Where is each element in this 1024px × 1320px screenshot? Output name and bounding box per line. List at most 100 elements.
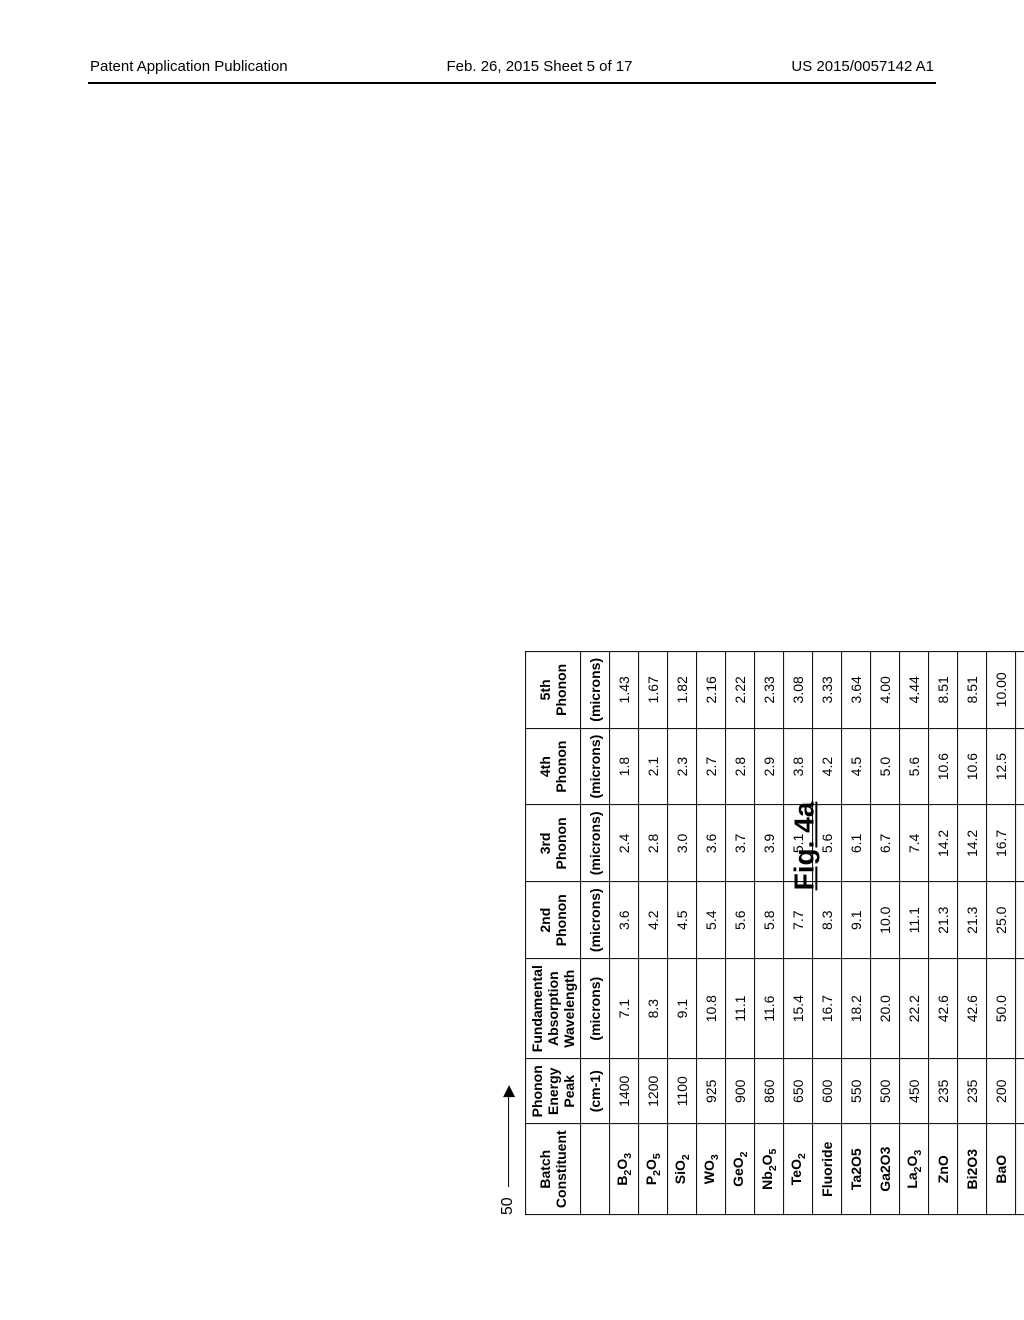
table-row: P2O512008.34.22.82.11.67 [639,651,668,1214]
unit-col6: (microns) [581,651,610,728]
data-cell: 2.3 [668,728,697,805]
constituent-cell: Fluoride [813,1124,842,1215]
col-header-phonon-peak: Phonon Energy Peak [526,1059,581,1124]
data-cell: 16.7 [987,805,1016,882]
data-cell: 4.2 [813,728,842,805]
data-cell: 2.8 [726,728,755,805]
table-body: B2O314007.13.62.41.81.43P2O512008.34.22.… [610,651,1024,1214]
data-cell: 235 [958,1059,987,1124]
data-cell: 4.2 [639,882,668,959]
data-cell: 450 [900,1059,929,1124]
data-cell: 2.22 [726,651,755,728]
data-cell: 860 [755,1059,784,1124]
reference-arrow: 50 [499,651,517,1215]
col-header-fundamental: Fundamental Absorption Wavelength [526,959,581,1059]
data-cell: 11.6 [755,959,784,1059]
data-cell: 10.6 [929,728,958,805]
data-cell: 1.8 [610,728,639,805]
data-cell: 21.3 [958,882,987,959]
data-cell: 9.1 [842,882,871,959]
constituent-cell: La2O3 [900,1124,929,1215]
data-cell: 200 [987,1059,1016,1124]
table-row: Bi2O323542.621.314.210.68.51 [958,651,987,1214]
data-cell: 16.7 [813,959,842,1059]
data-cell: 4.44 [900,651,929,728]
data-cell: 5.0 [871,728,900,805]
data-cell: 8.51 [958,651,987,728]
data-cell: 3.9 [755,805,784,882]
constituent-cell: Bi2O3 [958,1124,987,1215]
header-rule [88,82,936,84]
data-cell: 3.7 [726,805,755,882]
unit-col3: (microns) [581,882,610,959]
unit-col4: (microns) [581,805,610,882]
table-row: PbO18055.627.818.513.911.11 [1016,651,1024,1214]
data-cell: 925 [697,1059,726,1124]
data-cell: 3.64 [842,651,871,728]
data-cell: 1100 [668,1059,697,1124]
data-cell: 18.5 [1016,805,1024,882]
arrow-head-icon [503,1085,515,1097]
data-cell: 2.9 [755,728,784,805]
table-row: ZnO23542.621.314.210.68.51 [929,651,958,1214]
constituent-cell: Nb2O5 [755,1124,784,1215]
data-cell: 55.6 [1016,959,1024,1059]
data-cell: 10.8 [697,959,726,1059]
data-cell: 20.0 [871,959,900,1059]
constituent-cell: GeO2 [726,1124,755,1215]
reference-number: 50 [499,1197,517,1215]
data-cell: 5.6 [726,882,755,959]
table-unit-row: (cm-1) (microns) (microns) (microns) (mi… [581,651,610,1214]
constituent-cell: B2O3 [610,1124,639,1215]
data-cell: 2.16 [697,651,726,728]
table-row: Ta2O555018.29.16.14.53.64 [842,651,871,1214]
table-row: La2O345022.211.17.45.64.44 [900,651,929,1214]
data-cell: 900 [726,1059,755,1124]
rotated-content: 50 Batch Constituent Phonon Energy Peak … [499,651,1024,1215]
page-header: Patent Application Publication Feb. 26, … [0,58,1024,75]
constituent-cell: TeO2 [784,1124,813,1215]
table-row: BaO20050.025.016.712.510.00 [987,651,1016,1214]
header-center: Feb. 26, 2015 Sheet 5 of 17 [447,58,633,75]
table-row: B2O314007.13.62.41.81.43 [610,651,639,1214]
page: Patent Application Publication Feb. 26, … [0,0,1024,1320]
col-header-4th-phonon: 4th Phonon [526,728,581,805]
data-cell: 6.7 [871,805,900,882]
data-cell: 12.5 [987,728,1016,805]
data-cell: 650 [784,1059,813,1124]
data-cell: 5.4 [697,882,726,959]
data-cell: 50.0 [987,959,1016,1059]
table-row: Fluoride60016.78.35.64.23.33 [813,651,842,1214]
table-row: SiO211009.14.53.02.31.82 [668,651,697,1214]
data-cell: 7.4 [900,805,929,882]
data-cell: 3.6 [610,882,639,959]
data-cell: 6.1 [842,805,871,882]
data-cell: 5.6 [900,728,929,805]
constituent-cell: Ta2O5 [842,1124,871,1215]
data-cell: 22.2 [900,959,929,1059]
data-cell: 15.4 [784,959,813,1059]
data-cell: 550 [842,1059,871,1124]
arrow-line [508,1087,509,1187]
data-cell: 8.3 [639,959,668,1059]
col-header-3rd-phonon: 3rd Phonon [526,805,581,882]
header-right: US 2015/0057142 A1 [791,58,934,75]
phonon-table: Batch Constituent Phonon Energy Peak Fun… [525,651,1024,1215]
data-cell: 25.0 [987,882,1016,959]
constituent-cell: SiO2 [668,1124,697,1215]
col-header-2nd-phonon: 2nd Phonon [526,882,581,959]
data-cell: 13.9 [1016,728,1024,805]
data-cell: 2.7 [697,728,726,805]
data-cell: 14.2 [929,805,958,882]
table-row: TeO265015.47.75.13.83.08 [784,651,813,1214]
constituent-cell: PbO [1016,1124,1024,1215]
data-cell: 7.7 [784,882,813,959]
data-cell: 42.6 [958,959,987,1059]
data-cell: 1200 [639,1059,668,1124]
table-head: Batch Constituent Phonon Energy Peak Fun… [526,651,610,1214]
unit-col0 [581,1124,610,1215]
data-cell: 3.6 [697,805,726,882]
data-cell: 3.33 [813,651,842,728]
data-cell: 8.3 [813,882,842,959]
data-cell: 1.43 [610,651,639,728]
